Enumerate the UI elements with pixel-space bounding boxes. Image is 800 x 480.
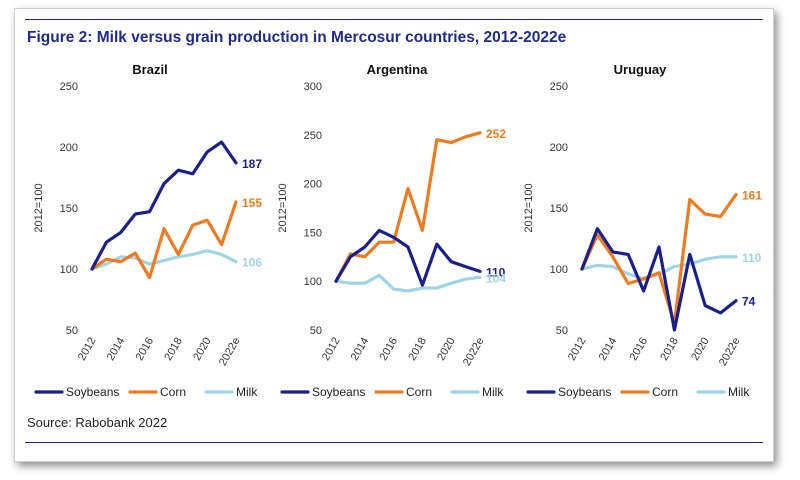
uruguay-x-tick-label: 2014 xyxy=(597,336,620,363)
brazil-milk-end-label: 106 xyxy=(242,256,262,270)
uruguay-x-tick-label: 2016 xyxy=(628,336,651,363)
argentina-milk-line xyxy=(334,273,482,293)
uruguay-milk-end-label: 110 xyxy=(742,251,762,265)
uruguay-legend-milk-label: Milk xyxy=(728,385,750,399)
brazil-x-tick-label: 2016 xyxy=(134,336,157,363)
argentina-y-tick-label: 100 xyxy=(304,276,322,288)
argentina-y-tick-label: 250 xyxy=(304,130,322,142)
brazil-x-tick-label: 2014 xyxy=(105,336,128,363)
uruguay-chart-title: Uruguay xyxy=(614,62,668,77)
figure-title: Figure 2: Milk versus grain production i… xyxy=(27,29,567,46)
argentina-soybeans-line xyxy=(334,228,482,287)
brazil-x-tick-label: 2012 xyxy=(76,336,99,363)
bottom-rule xyxy=(25,442,763,443)
argentina-legend-milk-label: Milk xyxy=(482,385,504,399)
brazil-legend-milk-label: Milk xyxy=(236,385,258,399)
argentina-x-tick-label: 2020 xyxy=(435,336,458,363)
argentina-soybeans-end-label: 110 xyxy=(486,265,506,279)
brazil-corn-end-label: 155 xyxy=(242,196,262,210)
uruguay-x-tick-label: 2022e xyxy=(717,336,743,368)
brazil-soybeans-line xyxy=(90,140,238,271)
argentina-chart-title: Argentina xyxy=(367,62,428,77)
uruguay-x-tick-label: 2018 xyxy=(658,336,681,363)
brazil-legend-corn-label: Corn xyxy=(160,385,186,399)
brazil-x-tick-label: 2020 xyxy=(191,336,214,363)
argentina-x-tick-label: 2022e xyxy=(461,336,487,368)
uruguay-legend-corn-label: Corn xyxy=(652,385,678,399)
uruguay-soybeans-end-label: 74 xyxy=(742,295,756,309)
uruguay-legend-soybeans-label: Soybeans xyxy=(558,385,611,399)
uruguay-y-tick-label: 250 xyxy=(550,81,568,93)
top-rule xyxy=(25,19,763,20)
argentina-y-tick-label: 200 xyxy=(304,179,322,191)
brazil-chart-title: Brazil xyxy=(132,62,167,77)
uruguay-soybeans-line xyxy=(580,227,738,332)
uruguay-corn-line xyxy=(580,193,738,326)
brazil-y-tick-label: 150 xyxy=(60,203,78,215)
brazil-corn-line xyxy=(90,200,238,280)
argentina-corn-end-label: 252 xyxy=(486,127,506,141)
argentina-x-tick-label: 2014 xyxy=(349,336,372,363)
uruguay-y-tick-label: 150 xyxy=(550,203,568,215)
uruguay-y-axis-label: 2012=100 xyxy=(523,183,535,232)
brazil-y-tick-label: 200 xyxy=(60,142,78,154)
brazil-x-tick-label: 2018 xyxy=(162,336,185,363)
brazil-soybeans-end-label: 187 xyxy=(242,157,262,171)
brazil-y-tick-label: 250 xyxy=(60,81,78,93)
argentina-x-tick-label: 2018 xyxy=(406,336,429,363)
brazil-milk-line xyxy=(90,249,238,271)
uruguay-y-tick-label: 200 xyxy=(550,142,568,154)
uruguay-x-tick-label: 2020 xyxy=(689,336,712,363)
source-note: Source: Rabobank 2022 xyxy=(27,415,168,430)
argentina-x-tick-label: 2016 xyxy=(378,336,401,363)
brazil-legend-soybeans-label: Soybeans xyxy=(66,385,119,399)
uruguay-y-tick-label: 100 xyxy=(550,264,568,276)
argentina-legend-soybeans-label: Soybeans xyxy=(312,385,365,399)
argentina-legend-corn-label: Corn xyxy=(406,385,432,399)
argentina-y-tick-label: 150 xyxy=(304,227,322,239)
argentina-y-tick-label: 50 xyxy=(310,325,322,337)
argentina-y-axis-label: 2012=100 xyxy=(277,183,289,232)
argentina-milk-end-label: 104 xyxy=(486,271,506,285)
brazil-y-tick-label: 100 xyxy=(60,264,78,276)
uruguay-x-tick-label: 2012 xyxy=(566,336,589,363)
brazil-y-tick-label: 50 xyxy=(66,325,78,337)
uruguay-corn-end-label: 161 xyxy=(742,189,762,203)
argentina-x-tick-label: 2012 xyxy=(320,336,343,363)
argentina-corn-line xyxy=(334,131,482,283)
brazil-x-tick-label: 2022e xyxy=(217,336,243,368)
brazil-y-axis-label: 2012=100 xyxy=(33,183,45,232)
argentina-y-tick-label: 300 xyxy=(304,81,322,93)
uruguay-y-tick-label: 50 xyxy=(556,325,568,337)
